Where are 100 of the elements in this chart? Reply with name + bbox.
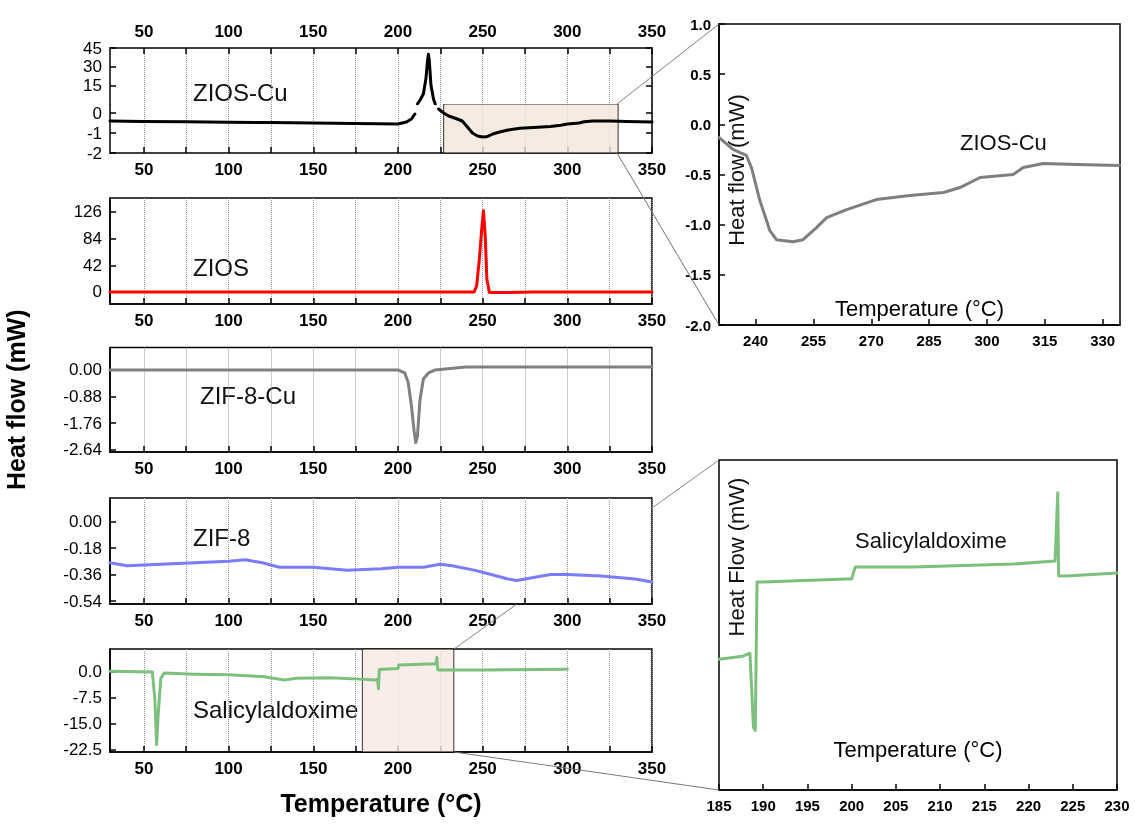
x-tick-label: 240 [743,332,769,349]
line-series [108,655,569,747]
x-tick-label: 300 [553,759,582,778]
x-tick-label: 150 [299,311,328,330]
x-tick-label: 100 [214,22,243,41]
x-tick-label: 205 [883,797,909,814]
y-tick-label: 0.00 [68,360,102,380]
y-tick-label: -0.18 [63,538,102,558]
line-series [415,52,437,106]
x-tick-label: 300 [553,22,582,41]
x-tick-label: 300 [553,311,582,330]
x-tick-label: 315 [1032,332,1058,349]
annotation: ZIOS [193,254,250,282]
x-tick-label: 50 [134,311,154,330]
annotation: ZIOS-Cu [193,79,288,107]
y-tick-label: 0 [92,282,102,302]
x-tick-label: 350 [637,22,667,41]
annotation: Salicylaldoxime [193,696,359,724]
x-tick-label: 100 [214,160,243,179]
x-tick-label: 200 [383,311,413,330]
x-tick-label: 230 [1104,797,1130,814]
y-tick-label: -1.0 [685,216,711,234]
x-tick-label: 100 [214,459,243,478]
x-tick-label: 350 [637,759,667,778]
y-tick-label: 15 [83,75,102,95]
annotation: ZIOS-Cu [960,130,1047,156]
x-tick-label: 250 [468,759,497,778]
x-tick-label: 100 [214,759,243,778]
y-tick-label: -15.0 [63,714,102,734]
x-tick-label: 330 [1090,332,1116,349]
y-tick-label: -0.54 [63,591,102,611]
x-tick-label: 300 [974,332,1000,349]
x-tick-label: 250 [468,22,497,41]
x-tick-label: 150 [299,759,328,778]
line-series [108,209,654,295]
x-tick-label: 50 [134,22,154,41]
x-tick-label: 150 [299,611,328,630]
x-tick-label: 350 [637,611,667,630]
y-tick-label: 0 [92,103,102,123]
y-tick-label: 0.5 [690,65,711,83]
x-tick-label: 150 [299,459,328,478]
y-tick-label: 30 [83,57,102,77]
x-tick-label: 150 [299,22,328,41]
y-tick-label: -0.88 [63,387,102,407]
y-axis-title: Heat Flow (mW) [723,477,749,637]
y-tick-label: -2 [86,143,102,163]
x-tick-label: 225 [1060,797,1086,814]
x-axis-title: Temperature (°C) [280,788,482,817]
x-tick-label: 210 [927,797,953,814]
y-tick-label: 84 [83,229,102,249]
annotation: Salicylaldoxime [855,528,1007,554]
y-tick-label: -2.64 [63,440,102,460]
x-tick-label: 300 [553,160,582,179]
x-tick-label: 50 [134,160,154,179]
y-tick-label: -1.5 [685,266,711,284]
y-tick-label: -2.0 [685,316,711,334]
line-series [108,558,654,584]
x-tick-label: 300 [553,459,582,478]
x-tick-label: 195 [794,797,820,814]
x-tick-label: 185 [706,797,732,814]
x-tick-label: 150 [299,160,328,179]
y-tick-label: -22.5 [63,740,102,760]
y-axis-title: Heat flow (mW) [723,94,749,246]
y-tick-label: 126 [73,202,102,222]
annotation: ZIF-8 [193,524,251,552]
x-tick-label: 50 [134,759,154,778]
x-tick-label: 220 [1016,797,1042,814]
y-tick-label: 1.0 [690,15,711,33]
x-tick-label: 100 [214,611,243,630]
y-tick-label: 0.0 [690,115,711,133]
x-tick-label: 250 [468,311,497,330]
y-tick-label: -1.76 [63,413,102,433]
x-tick-label: 190 [750,797,776,814]
y-axis-title: Heat flow (mW) [1,309,30,491]
x-tick-label: 200 [383,611,413,630]
annotation: ZIF-8-Cu [200,382,296,410]
x-tick-label: 285 [916,332,942,349]
line-series [108,365,654,445]
y-tick-label: -1 [86,123,102,143]
x-tick-label: 255 [800,332,826,349]
x-tick-label: 250 [468,160,497,179]
x-tick-label: 300 [553,611,582,630]
x-tick-label: 200 [383,459,413,478]
y-tick-label: 0.0 [78,661,102,681]
x-axis-title: Temperature (°C) [835,295,1004,321]
y-tick-label: -0.5 [685,166,711,183]
x-tick-label: 250 [468,611,497,630]
x-tick-label: 350 [637,459,667,478]
x-tick-label: 200 [383,759,413,778]
x-tick-label: 250 [468,459,497,478]
x-tick-label: 200 [383,22,413,41]
y-tick-label: 45 [83,38,102,58]
x-tick-label: 50 [134,459,154,478]
x-tick-label: 100 [214,311,243,330]
x-tick-label: 350 [637,160,667,179]
y-tick-label: -0.36 [63,565,102,585]
y-tick-label: 0.00 [68,512,102,532]
x-axis-title: Temperature (°C) [833,736,1003,762]
x-tick-label: 200 [839,797,865,814]
y-tick-label: 42 [83,255,102,275]
